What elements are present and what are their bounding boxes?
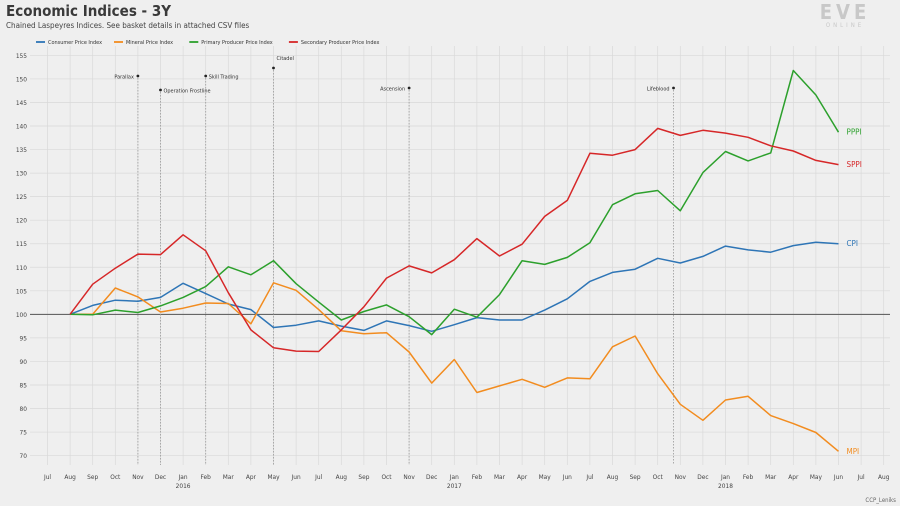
x-tick-label: May: [267, 473, 280, 481]
event-marker-dot: [672, 86, 675, 90]
x-tick-label: Jan: [720, 473, 730, 481]
x-tick-label: Jul: [585, 473, 593, 481]
y-tick-label: 140: [16, 123, 27, 131]
x-tick-label: Apr: [246, 473, 257, 481]
y-tick-label: 120: [16, 217, 27, 225]
series-end-label: MPI: [847, 447, 860, 456]
x-tick-label: Apr: [517, 473, 528, 481]
x-tick-label: Oct: [381, 473, 392, 481]
legend-entry: Secondary Producer Price Index: [301, 40, 380, 46]
x-tick-label: Aug: [64, 473, 76, 481]
y-tick-label: 115: [16, 240, 27, 248]
x-tick-label: Sep: [630, 473, 641, 481]
legend-entry: Consumer Price Index: [48, 40, 102, 46]
y-tick-label: 90: [20, 358, 28, 366]
x-tick-label: Jun: [291, 473, 301, 481]
event-marker-dot: [136, 74, 140, 78]
legend: Consumer Price Index Mineral Price Index P…: [36, 40, 379, 46]
y-tick-label: 135: [16, 146, 27, 154]
x-tick-label: Jul: [857, 473, 865, 481]
x-tick-label: Jun: [833, 473, 843, 481]
y-tick-label: 150: [16, 75, 27, 83]
event-marker-dot: [272, 66, 275, 70]
series-end-label: CPI: [847, 239, 859, 248]
logo-text: EVE: [819, 0, 871, 24]
event-label: Operation Frostline: [164, 89, 211, 95]
chart-subtitle: Chained Laspeyres Indices. See basket de…: [6, 21, 250, 30]
x-tick-label: Jan: [449, 473, 459, 481]
year-label: 2016: [176, 482, 191, 490]
series-line-sppi: [69, 127, 839, 353]
x-tick-label: Mar: [765, 473, 777, 481]
x-tick-label: Aug: [607, 473, 619, 481]
y-tick-label: 130: [16, 170, 27, 178]
y-tick-label: 80: [20, 405, 28, 413]
x-tick-label: Feb: [743, 473, 754, 481]
y-tick-label: 145: [16, 99, 27, 107]
event-marker-dot: [159, 88, 162, 92]
y-tick-label: 110: [16, 264, 27, 272]
legend-entry: Primary Producer Price Index: [201, 40, 272, 46]
event-label: Parallax: [114, 75, 134, 81]
y-tick-label: 155: [16, 52, 27, 60]
x-tick-label: May: [539, 473, 552, 481]
y-tick-label: 105: [16, 287, 27, 295]
series-end-label: SPPI: [847, 160, 862, 169]
x-tick-label: Sep: [358, 473, 369, 481]
grid: [30, 46, 890, 465]
x-tick-label: Nov: [132, 473, 144, 481]
x-tick-label: Jul: [314, 473, 322, 481]
axes: 70 75 80 85 90 95 100 105 110 115 120 125 130 135 140 1…: [16, 52, 890, 490]
y-tick-label: 85: [20, 381, 28, 389]
series-lines: CPI MPI PPPI SPPI: [69, 69, 862, 456]
x-tick-label: Dec: [155, 473, 166, 481]
event-label: Ascension: [380, 87, 405, 93]
logo-subtext: ONLINE: [825, 22, 865, 29]
x-tick-label: Aug: [878, 473, 890, 481]
y-tick-label: 95: [20, 334, 28, 342]
event-markers: Parallax Operation Frostline Skill Trading…: [114, 56, 675, 465]
x-tick-label: Feb: [201, 473, 212, 481]
eve-online-logo: EVE ONLINE: [808, 2, 882, 32]
legend-entry: Mineral Price Index: [126, 40, 173, 46]
x-tick-label: Nov: [675, 473, 687, 481]
x-tick-label: Apr: [788, 473, 799, 481]
event-marker-dot: [407, 86, 411, 90]
event-marker-dot: [204, 74, 208, 78]
series-end-label: PPPI: [847, 128, 862, 137]
x-tick-label: Nov: [403, 473, 415, 481]
series-line-mpi: [70, 282, 839, 452]
y-tick-label: 100: [16, 311, 27, 319]
author-credit: CCP_Leniks: [865, 497, 896, 504]
series-line-pppi: [70, 69, 840, 336]
y-tick-label: 75: [20, 429, 28, 437]
event-label: Citadel: [277, 56, 294, 62]
x-tick-label: Dec: [426, 473, 437, 481]
x-tick-label: Oct: [653, 473, 664, 481]
x-tick-label: Sep: [87, 473, 98, 481]
y-tick-label: 70: [20, 452, 28, 460]
event-label: Skill Trading: [209, 75, 239, 81]
x-tick-label: Jul: [43, 473, 51, 481]
chart-title: Economic Indices - 3Y: [6, 2, 171, 20]
y-tick-label: 125: [16, 193, 27, 201]
x-tick-label: Aug: [336, 473, 348, 481]
x-tick-label: Mar: [494, 473, 506, 481]
year-label: 2018: [718, 482, 733, 490]
year-label: 2017: [447, 482, 462, 490]
x-tick-label: Jan: [178, 473, 188, 481]
x-tick-label: Feb: [472, 473, 483, 481]
x-tick-label: Jun: [562, 473, 572, 481]
x-tick-label: May: [810, 473, 823, 481]
x-tick-label: Mar: [223, 473, 235, 481]
x-tick-label: Dec: [697, 473, 708, 481]
x-tick-label: Oct: [110, 473, 121, 481]
event-label: Lifeblood: [647, 87, 670, 93]
